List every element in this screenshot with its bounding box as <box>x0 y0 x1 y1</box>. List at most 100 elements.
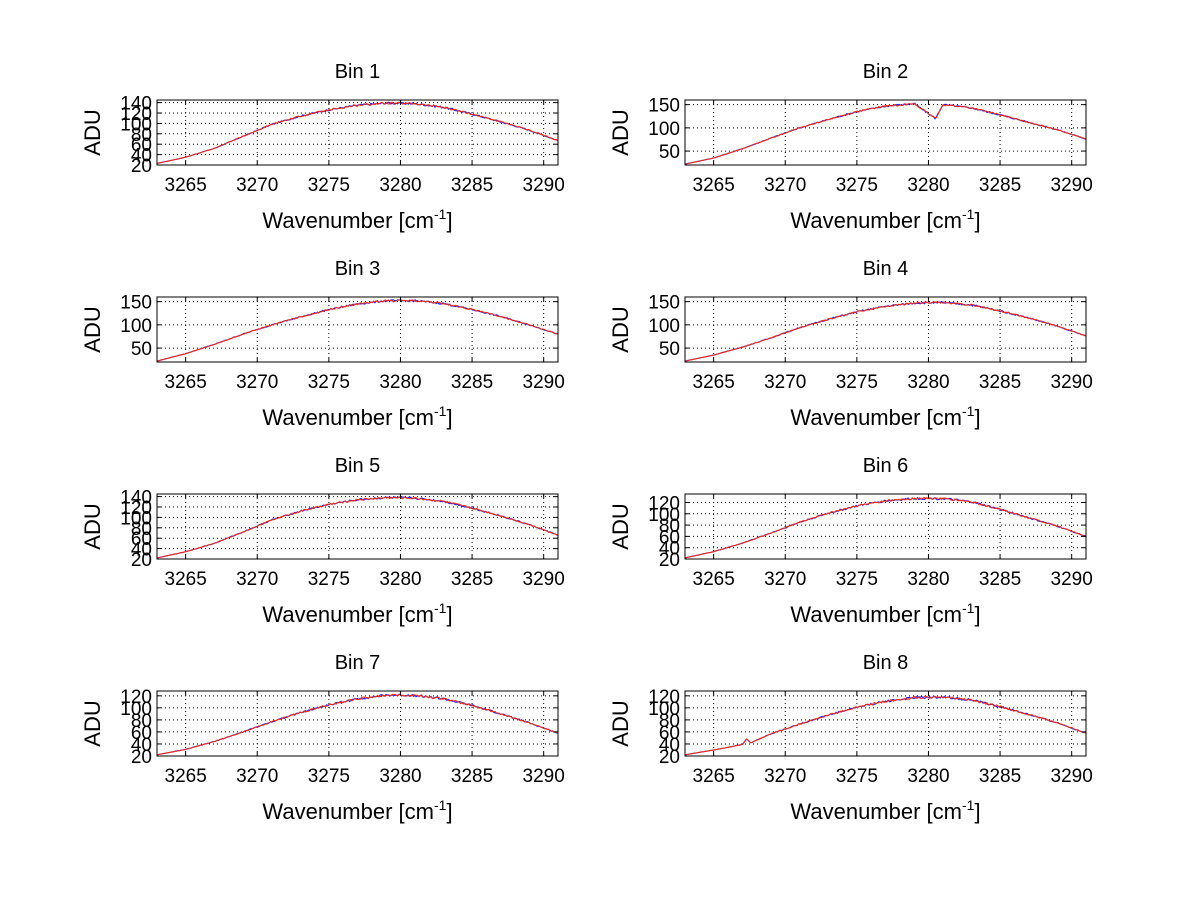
x-axis-label-main: Wavenumber [cm <box>790 799 962 824</box>
x-tick-label: 3285 <box>979 766 1021 787</box>
x-axis-label-main: Wavenumber [cm <box>262 208 434 233</box>
x-tick-label: 3265 <box>693 766 735 787</box>
y-tick-label: 80 <box>131 711 152 732</box>
x-tick-label: 3270 <box>236 569 278 590</box>
chart-title: Bin 5 <box>335 455 381 477</box>
y-tick-label: 40 <box>659 735 680 756</box>
y-tick-label: 100 <box>648 699 680 720</box>
x-axis-label-sup: -1 <box>434 403 447 419</box>
x-axis-label: Wavenumber [cm-1] <box>262 403 452 430</box>
y-tick-label: 50 <box>659 142 680 163</box>
subplot-bin-1: 3265 3270 3275 3280 3285 3290 2040608010012014… <box>80 61 565 233</box>
x-axis-label-sup: -1 <box>962 403 975 419</box>
y-tick-label: 60 <box>131 529 152 550</box>
x-tick-label: 3285 <box>451 372 493 393</box>
y-tick-label: 20 <box>131 156 152 177</box>
x-tick-label: 3265 <box>165 766 207 787</box>
x-axis-label-sup: -1 <box>962 797 975 813</box>
y-tick-label: 140 <box>120 94 152 115</box>
x-tick-label: 3280 <box>907 372 949 393</box>
y-tick-label: 80 <box>659 711 680 732</box>
chart-title: Bin 8 <box>863 652 909 674</box>
x-axis-label-sup: -1 <box>962 600 975 616</box>
series-fit <box>685 496 1086 559</box>
x-tick-label: 3265 <box>165 372 207 393</box>
x-tick-label: 3290 <box>1051 569 1093 590</box>
x-tick-label: 3280 <box>379 175 421 196</box>
chart-title: Bin 6 <box>863 455 909 477</box>
x-tick-label: 3290 <box>1051 175 1093 196</box>
y-tick-label: 20 <box>131 747 152 768</box>
x-axis-label-sup: -1 <box>434 206 447 222</box>
x-tick-label: 3265 <box>165 569 207 590</box>
x-axis-label-sup: -1 <box>434 600 447 616</box>
x-axis-label: Wavenumber [cm-1] <box>262 600 452 627</box>
x-axis-label-tail: ] <box>446 405 452 430</box>
series-spectrum <box>685 695 1086 756</box>
x-tick-label: 3270 <box>236 372 278 393</box>
x-axis-label: Wavenumber [cm-1] <box>262 797 452 824</box>
x-tick-label: 3290 <box>523 175 565 196</box>
x-tick-label: 3280 <box>907 175 949 196</box>
series-fit <box>157 693 558 756</box>
x-axis-label: Wavenumber [cm-1] <box>790 797 980 824</box>
x-tick-label: 3275 <box>836 569 878 590</box>
x-tick-label: 3270 <box>236 175 278 196</box>
x-axis-label-sup: -1 <box>434 797 447 813</box>
y-tick-label: 60 <box>131 135 152 156</box>
x-axis-label-main: Wavenumber [cm <box>262 405 434 430</box>
y-tick-label: 20 <box>659 550 680 571</box>
y-tick-label: 120 <box>120 104 152 125</box>
chart-title: Bin 2 <box>863 61 909 83</box>
y-tick-label: 100 <box>120 114 152 135</box>
x-tick-label: 3275 <box>308 372 350 393</box>
x-axis-label: Wavenumber [cm-1] <box>790 403 980 430</box>
x-tick-label: 3285 <box>979 175 1021 196</box>
x-axis-label-tail: ] <box>974 208 980 233</box>
y-tick-label: 40 <box>131 540 152 561</box>
y-axis-label: ADU <box>80 503 105 549</box>
x-tick-label: 3290 <box>523 569 565 590</box>
y-tick-label: 40 <box>131 146 152 167</box>
x-tick-label: 3275 <box>308 569 350 590</box>
x-tick-label: 3270 <box>764 766 806 787</box>
x-axis-label-tail: ] <box>974 602 980 627</box>
y-axis-label: ADU <box>608 306 633 352</box>
y-tick-label: 80 <box>131 125 152 146</box>
axes-box <box>156 99 559 166</box>
x-tick-label: 3280 <box>379 372 421 393</box>
series-fit <box>685 695 1086 756</box>
y-tick-label: 120 <box>648 493 680 514</box>
subplot-bin-5: 3265 3270 3275 3280 3285 3290 2040608010012014… <box>80 455 565 627</box>
y-tick-label: 150 <box>648 96 680 117</box>
x-tick-label: 3270 <box>764 175 806 196</box>
series-fit <box>157 299 558 362</box>
y-tick-label: 60 <box>659 527 680 548</box>
x-tick-label: 3285 <box>979 569 1021 590</box>
x-tick-label: 3275 <box>836 766 878 787</box>
x-tick-label: 3290 <box>1051 372 1093 393</box>
x-tick-label: 3290 <box>523 766 565 787</box>
y-tick-label: 20 <box>659 747 680 768</box>
y-tick-label: 100 <box>648 316 680 337</box>
y-tick-label: 150 <box>648 293 680 314</box>
x-tick-label: 3290 <box>523 372 565 393</box>
x-tick-label: 3265 <box>693 372 735 393</box>
x-axis-label-tail: ] <box>974 799 980 824</box>
y-tick-label: 140 <box>120 488 152 509</box>
x-tick-label: 3280 <box>907 766 949 787</box>
x-tick-label: 3265 <box>693 175 735 196</box>
y-axis-label: ADU <box>80 700 105 746</box>
axes-box <box>684 296 1087 363</box>
x-tick-label: 3265 <box>165 175 207 196</box>
x-axis-label-main: Wavenumber [cm <box>790 405 962 430</box>
series-fit <box>157 496 558 559</box>
y-tick-label: 120 <box>120 687 152 708</box>
y-tick-label: 80 <box>131 519 152 540</box>
x-axis-label-tail: ] <box>446 208 452 233</box>
